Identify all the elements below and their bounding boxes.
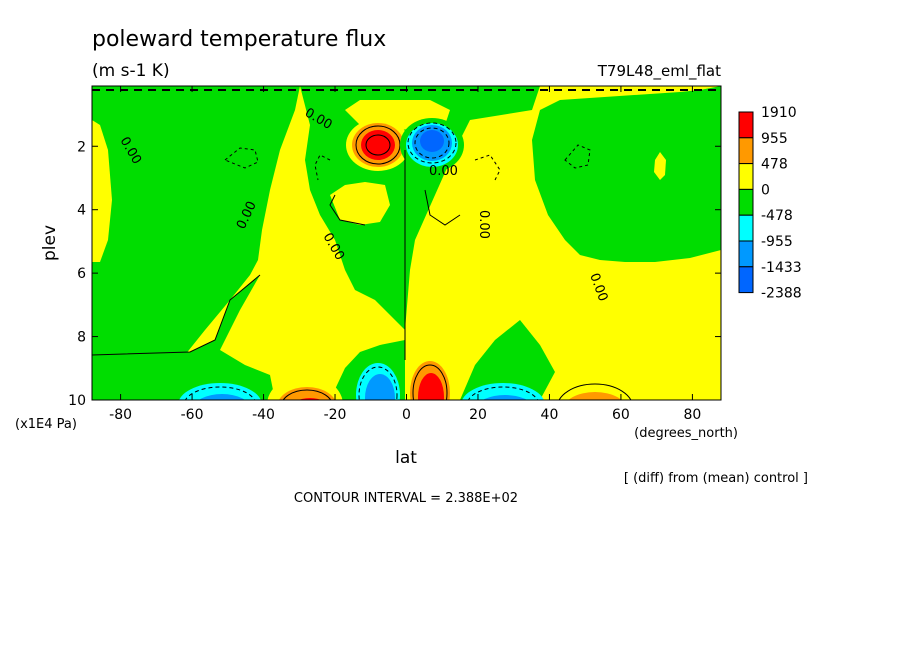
x-tick-label: -80 [109,407,132,423]
x-tick-label: 40 [541,407,559,423]
diff-note: [ (diff) from (mean) control ] [624,471,808,486]
region-green-blob-left [330,182,390,225]
colorbar: 1910 955 478 0 -478 -955 -1433 -2388 [738,105,802,302]
colorbar-swatch [738,214,754,242]
contour-label: 0.00 [429,164,458,179]
y-tick-label: 2 [77,139,86,155]
colorbar-swatch [738,188,754,216]
chart-title: poleward temperature flux [92,27,386,52]
y-axis-units: (x1E4 Pa) [15,417,77,432]
colorbar-label: -2388 [761,286,802,302]
colorbar-label: 955 [761,131,788,147]
colorbar-label: -1433 [761,260,802,276]
colorbar-swatch [738,163,754,190]
region-green-sh-polar [92,86,300,355]
colorbar-label: 478 [761,157,788,173]
colorbar-label: 0 [761,182,770,198]
x-tick-label: 20 [469,407,487,423]
contour-interval: CONTOUR INTERVAL = 2.388E+02 [294,491,518,506]
y-tick-label: 6 [77,266,86,282]
x-tick-label: -60 [181,407,204,423]
y-tick-label: 10 [68,393,86,409]
x-axis-ticks: -80 -60 -40 -20 0 20 40 60 80 [109,86,701,423]
run-label: T79L48_eml_flat [597,62,721,81]
yellow-blob-nh [654,152,666,180]
colorbar-swatch [738,240,754,268]
colorbar-swatch [738,111,754,139]
plot-area: 0.00 0.00 0.00 0.00 0.00 0.00 0.00 -80 -6… [68,85,722,423]
x-tick-label: -20 [324,407,347,423]
contour-label: 0.00 [476,210,491,239]
surface-cells [179,361,636,400]
x-axis-units: (degrees_north) [634,426,738,441]
colorbar-label: -478 [761,208,793,224]
x-tick-label: 80 [683,407,701,423]
chart-units: (m s-1 K) [92,61,170,81]
y-tick-label: 8 [77,330,86,346]
region-green-nh-polar [532,86,721,262]
colorbar-label: -955 [761,234,793,250]
upper-dipole [346,118,464,172]
colorbar-swatch [738,137,754,165]
y-tick-label: 4 [77,203,86,219]
colorbar-swatch [738,266,754,294]
x-tick-label: -40 [252,407,275,423]
x-tick-label: 0 [402,407,411,423]
y-axis-ticks: 2 4 6 8 10 [68,139,721,409]
region-green-lower-sh [92,275,275,400]
x-tick-label: 60 [612,407,630,423]
colorbar-label: 1910 [761,105,797,121]
x-axis-title: lat [395,448,417,468]
region-green-lower-nh [460,320,555,400]
region-green-sh-left-notch [92,120,112,262]
y-axis-title: plev [40,225,60,261]
